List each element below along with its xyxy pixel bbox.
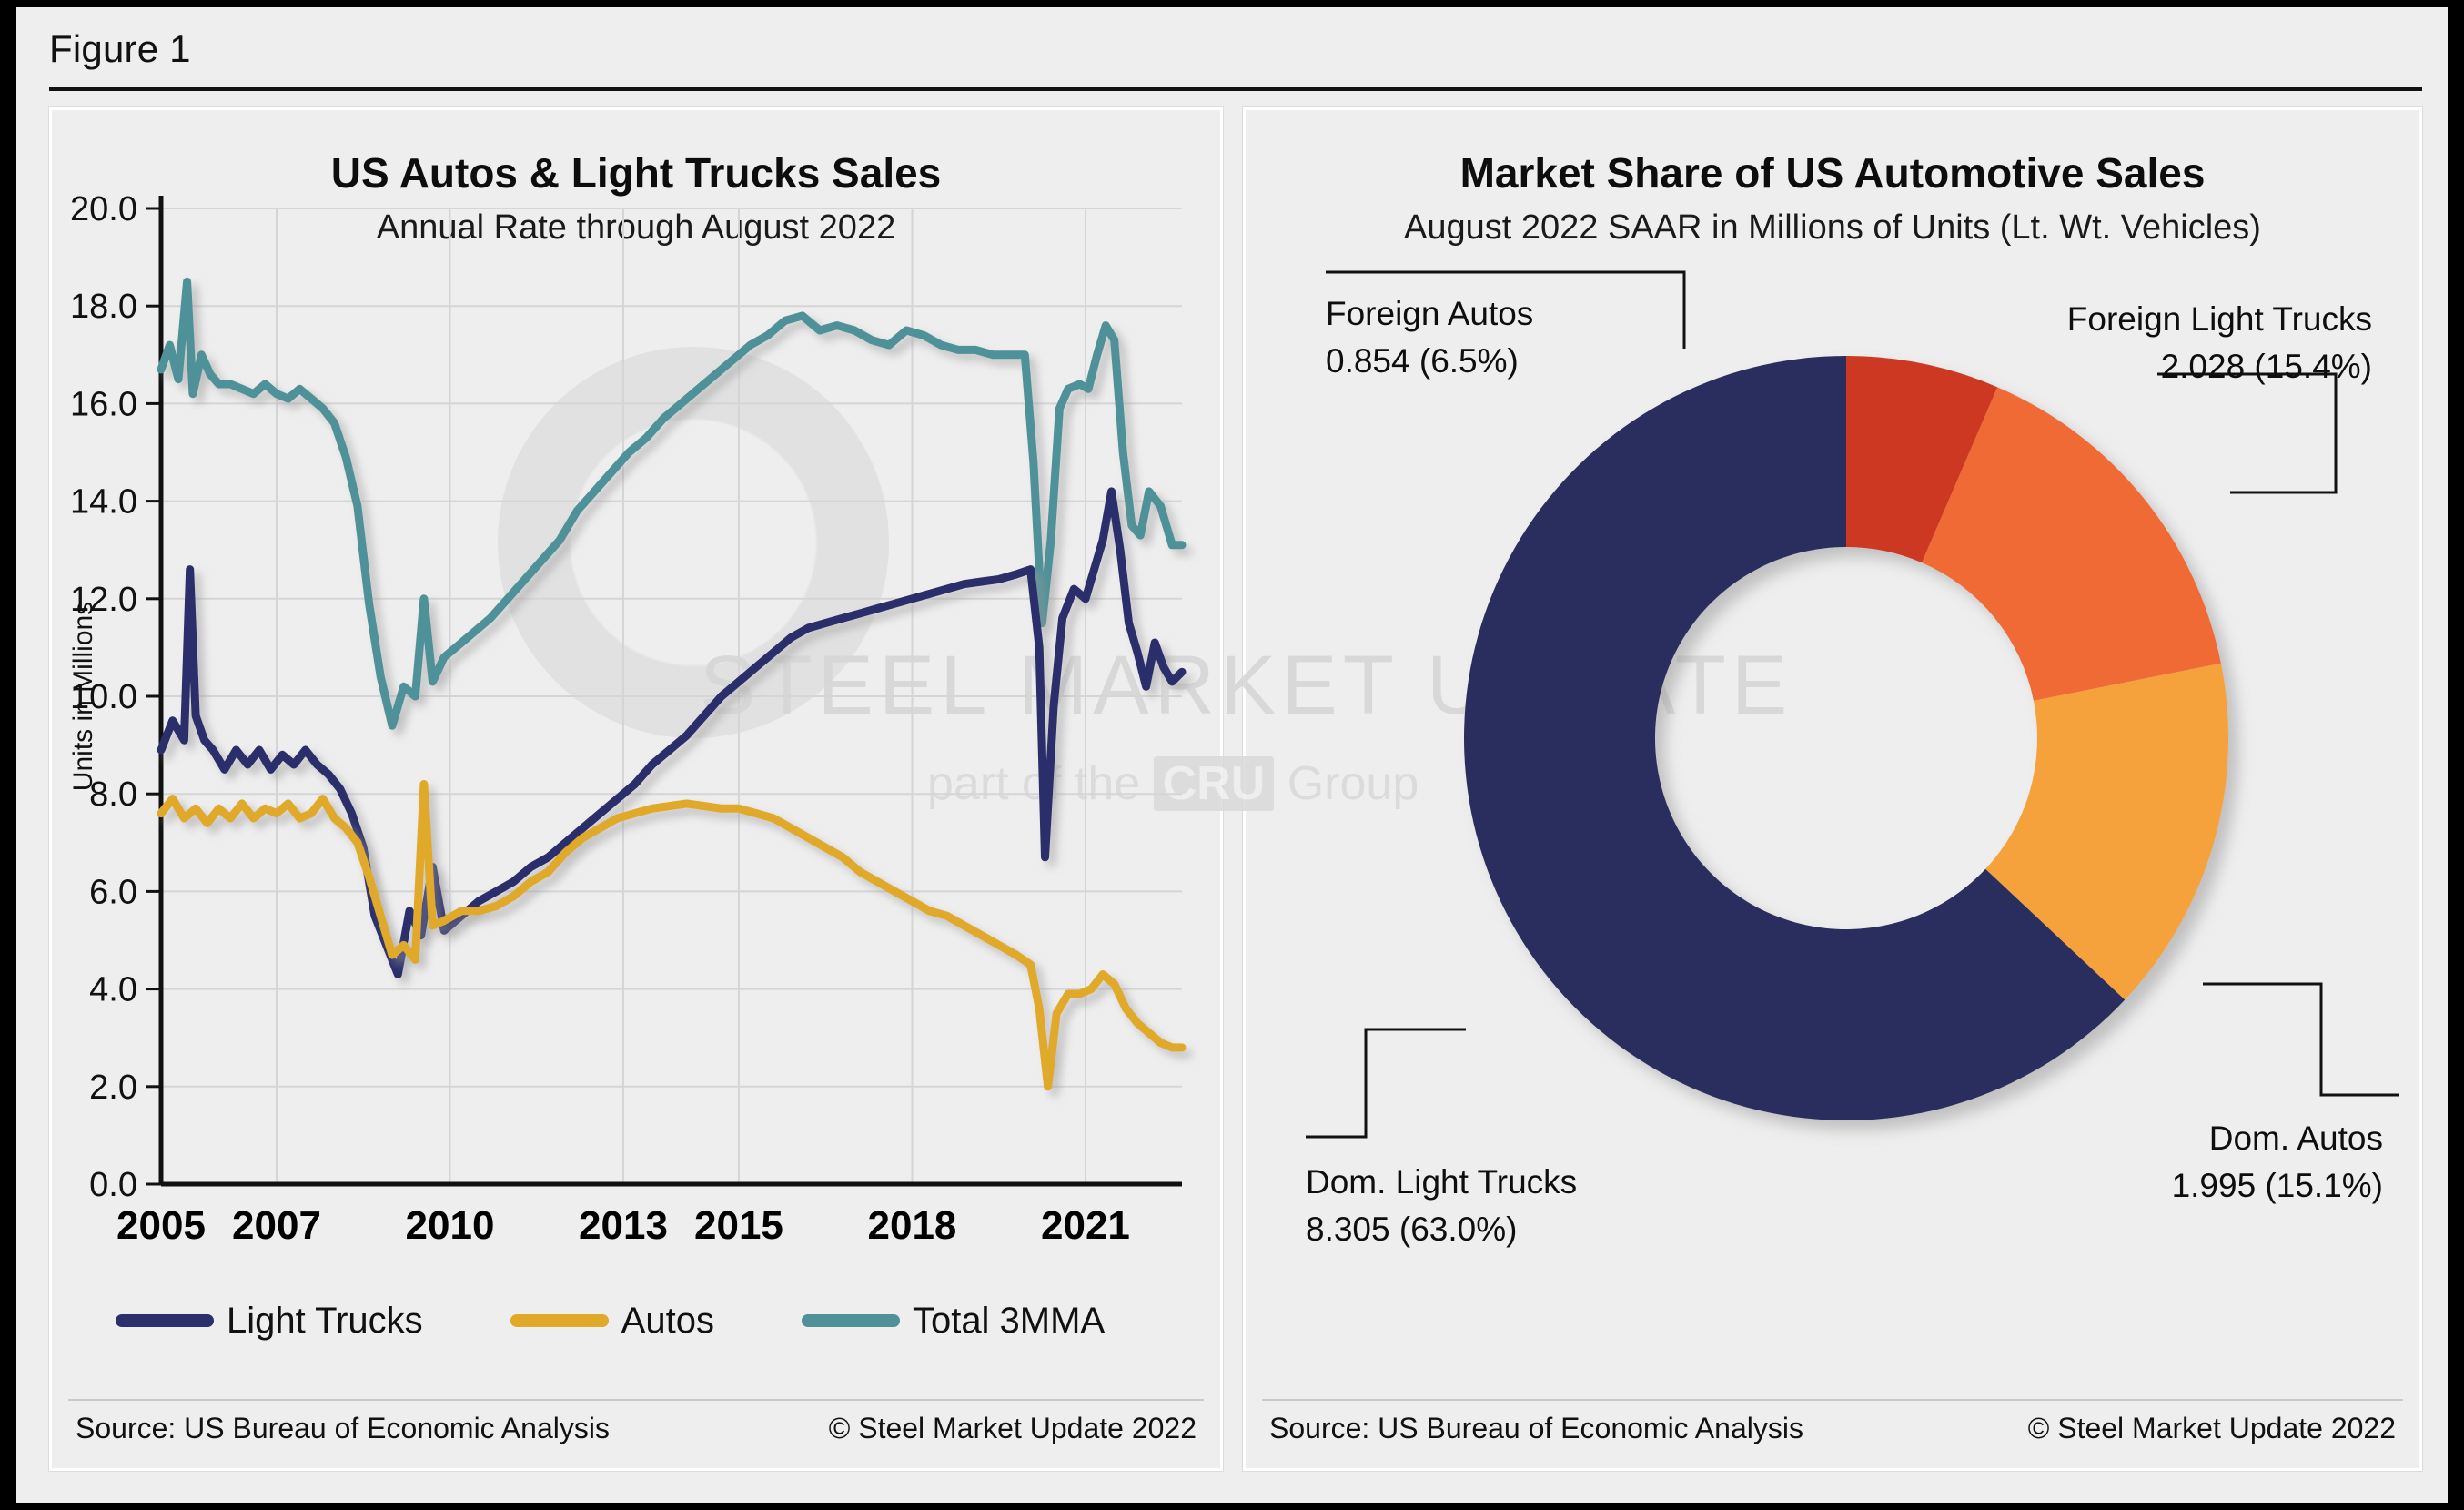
y-tick-label: 2.0 [89,1069,137,1107]
donut-chart-panel: Market Share of US Automotive Sales Augu… [700,107,2422,1471]
line-series-total-3mma [157,277,1187,730]
x-tick-label: 2013 [579,1203,668,1248]
callout-label-name: Dom. Light Trucks [1306,1163,1577,1201]
y-tick-label: 6.0 [89,873,137,911]
line-chart-legend: Light Trucks Autos Total 3MMA [116,1293,1162,1348]
y-tick-label: 18.0 [70,288,137,326]
legend-swatch-autos [510,1314,609,1327]
legend-label-total-3mma: Total 3MMA [912,1300,1106,1341]
line-chart-plot: 0.0 2.0 4.0 6.0 8.0 10.0 12.0 14.0 16.0 18.0 20.0 2… [68,190,1187,1248]
callout-label-name: Foreign Autos [1326,295,1533,332]
legend-label-autos: Autos [621,1300,714,1341]
donut-chart-subtitle: August 2022 SAAR in Millions of Units (L… [1404,208,2261,247]
y-tick-label: 14.0 [70,483,137,522]
right-footer: Source: US Bureau of Economic Analysis ©… [1269,1406,2396,1450]
legend-swatch-total-3mma [801,1314,900,1327]
donut-slice-foreign-light-trucks[interactable] [1922,387,2221,701]
y-tick-label: 16.0 [70,385,137,423]
x-tick-label: 2018 [868,1203,957,1248]
x-tick-label: 2010 [406,1203,495,1248]
donut-slice-foreign-autos[interactable] [1846,356,1998,563]
line-series-autos [157,780,1187,1091]
legend-swatch-light-trucks [116,1314,214,1327]
donut-chart-plot: Foreign Autos 0.854 (6.5%) Foreign Light T… [1306,270,2399,1248]
callout-label-value: 2.028 (15.4%) [2161,348,2372,385]
callout-leader-line [1306,1028,1466,1139]
legend-item-total-3mma[interactable]: Total 3MMA [801,1300,1106,1342]
line-chart-subtitle: Annual Rate through August 2022 [376,208,896,247]
right-source-text: Source: US Bureau of Economic Analysis [1269,1411,1803,1444]
callout-label-name: Dom. Autos [2209,1120,2383,1157]
y-tick-label: 10.0 [70,678,137,716]
x-tick-label: 2015 [694,1203,783,1248]
legend-item-autos[interactable]: Autos [510,1301,714,1342]
callout-leader-line [2157,372,2338,494]
x-tick-label: 2005 [116,1203,206,1248]
x-tick-label: 2021 [1041,1203,1130,1248]
figure-frame: Figure 1 US Autos & Light Trucks Sales A… [16,7,2448,1503]
line-chart-title: US Autos & Light Trucks Sales [330,149,942,197]
donut-slice-dom-autos[interactable] [1985,663,2228,1000]
donut-chart-title: Market Share of US Automotive Sales [1459,149,2206,197]
y-tick-label: 4.0 [89,971,137,1009]
left-footer: Source: US Bureau of Economic Analysis ©… [76,1406,1197,1450]
callout-label-value: 8.305 (63.0%) [1306,1211,1517,1248]
legend-label-light-trucks: Light Trucks [227,1300,423,1341]
left-copyright-text: © Steel Market Update 2022 [828,1411,1197,1444]
y-tick-label: 8.0 [89,775,137,814]
callout-label-value: 1.995 (15.1%) [2172,1167,2383,1204]
callout-leader-line [1326,270,1686,349]
line-chart-panel: US Autos & Light Trucks Sales Annual Rat… [49,107,1223,1471]
y-axis-title: Units in Millions [68,602,98,791]
left-footer-divider [68,1399,1204,1401]
figure-divider [49,87,2422,91]
left-source-text: Source: US Bureau of Economic Analysis [76,1411,610,1444]
y-tick-label: 20.0 [70,190,137,228]
line-series-light-trucks [157,487,1187,978]
callout-leader-line [2203,982,2399,1097]
right-copyright-text: © Steel Market Update 2022 [2027,1411,2396,1444]
donut-slice-dom-light-trucks[interactable] [1464,356,2126,1120]
figure-label: Figure 1 [49,27,191,70]
y-tick-label: 0.0 [89,1166,137,1204]
callout-label-value: 0.854 (6.5%) [1326,342,1519,380]
x-tick-label: 2007 [232,1203,321,1248]
right-footer-divider [1262,1399,2403,1401]
y-tick-label: 12.0 [70,581,137,619]
legend-item-light-trucks[interactable]: Light Trucks [116,1301,423,1342]
callout-label-name: Foreign Light Trucks [2067,300,2372,338]
